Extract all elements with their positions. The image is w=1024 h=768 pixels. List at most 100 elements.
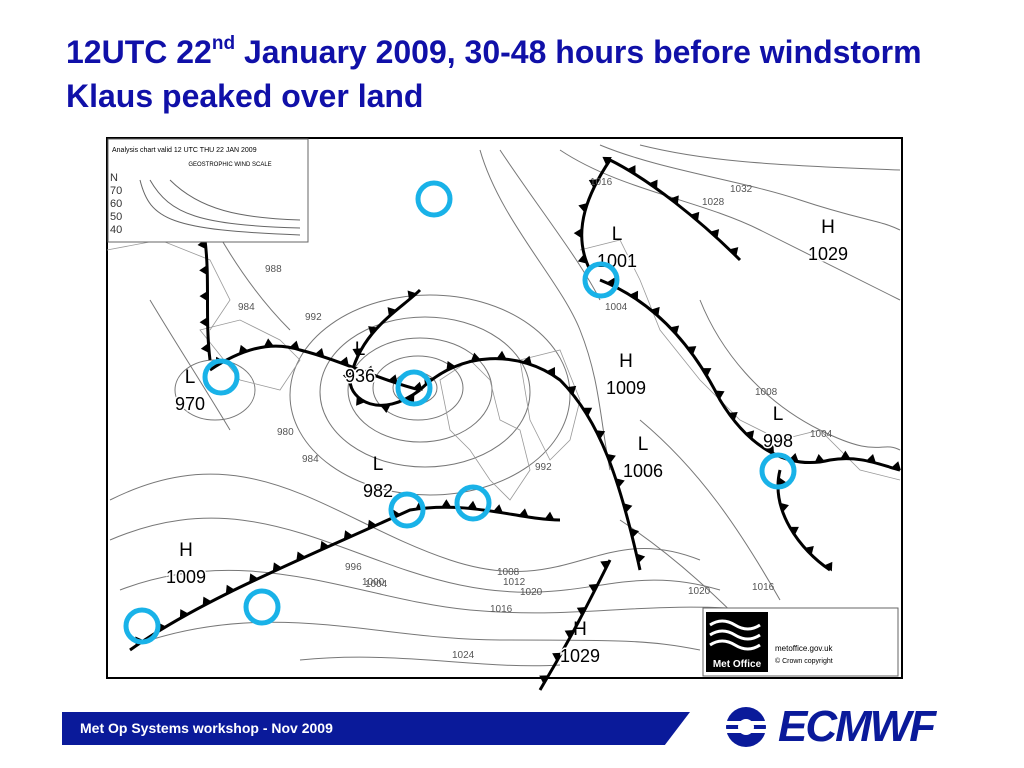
front-symbol <box>387 307 397 317</box>
highlight-circles <box>123 180 797 645</box>
ecmwf-text: ECMWF <box>778 702 936 751</box>
center-value: 1029 <box>560 646 600 666</box>
front-symbol <box>789 526 799 536</box>
front-symbol <box>314 347 325 358</box>
isobar-label: 996 <box>345 562 362 573</box>
isobar-label: 1028 <box>702 197 725 208</box>
isobar-label: 1004 <box>810 429 833 440</box>
footer-bar: Met Op Systems workshop - Nov 2009 <box>62 712 690 745</box>
front-symbol <box>823 561 833 572</box>
center-letter: L <box>373 454 384 475</box>
front-symbol <box>606 277 616 287</box>
front-symbol <box>814 453 825 463</box>
front-symbol <box>356 396 365 406</box>
center-letter: H <box>821 217 835 238</box>
center-value: 1006 <box>623 461 663 481</box>
scale-axis-label: 50 <box>110 211 122 223</box>
fronts <box>129 156 901 691</box>
isobar-label: 984 <box>302 454 319 465</box>
front-symbol <box>200 343 210 354</box>
front-symbol <box>368 326 378 336</box>
front-symbol <box>225 584 235 595</box>
front-symbol <box>623 503 633 513</box>
front-symbol <box>701 368 712 377</box>
isobar-label: 1008 <box>497 567 520 578</box>
title-text: 12UTC 22 <box>66 34 212 70</box>
front-symbol <box>552 652 562 662</box>
front-symbol <box>765 444 774 455</box>
front-symbol <box>648 179 658 190</box>
center-value: 936 <box>345 366 375 386</box>
front-symbol <box>263 338 274 347</box>
front-symbol <box>602 156 612 166</box>
front-symbol <box>272 562 282 572</box>
coastlines <box>106 239 901 501</box>
scale-curves <box>139 179 301 236</box>
front-symbol <box>413 381 423 391</box>
isobar-label: 992 <box>535 462 552 473</box>
front-symbol <box>715 390 725 400</box>
metoffice-site: metoffice.gov.uk <box>775 644 834 653</box>
metoffice-brand: Met Office <box>713 659 762 670</box>
front-symbol <box>238 344 249 355</box>
isobar-label: 980 <box>277 427 294 438</box>
center-letter: L <box>612 224 623 245</box>
front-symbol <box>779 502 789 513</box>
front-symbol <box>179 609 189 619</box>
front-symbol <box>866 454 876 463</box>
front-symbol <box>363 365 374 375</box>
front-symbol <box>493 504 503 513</box>
front-symbol <box>467 500 478 510</box>
center-letter: H <box>619 351 633 372</box>
front-symbol <box>606 453 616 464</box>
front-symbol <box>578 202 588 213</box>
front-symbol <box>690 211 700 222</box>
center-letter: L <box>355 339 366 360</box>
front-symbol <box>600 560 610 570</box>
front-symbol <box>202 596 212 607</box>
front-symbol <box>367 519 377 530</box>
front-symbol <box>518 508 529 518</box>
front-symbol <box>573 228 582 239</box>
center-value: 1001 <box>597 251 637 271</box>
center-value: 1029 <box>808 244 848 264</box>
front-symbol <box>249 573 259 583</box>
front-symbol <box>627 165 636 175</box>
front-symbol <box>588 583 599 593</box>
isobar-label: 1016 <box>490 604 513 615</box>
scale-axis-label: 70 <box>110 185 122 197</box>
front-symbol <box>669 325 680 335</box>
center-letter: L <box>638 434 649 455</box>
scale-axis-label: 40 <box>110 224 122 236</box>
front-symbol <box>582 407 593 417</box>
front-symbol <box>320 540 330 551</box>
isobar-label: 1016 <box>752 582 775 593</box>
front-symbol <box>539 675 549 684</box>
front-symbol <box>546 366 556 377</box>
front-symbol <box>289 340 300 350</box>
scale-title: GEOSTROPHIC WIND SCALE <box>188 162 271 168</box>
isobar-label: 1016 <box>590 177 613 188</box>
center-value: 982 <box>363 481 393 501</box>
front-symbol <box>544 511 555 520</box>
isobar-label: 992 <box>305 312 322 323</box>
front-symbol <box>342 372 352 382</box>
center-letter: L <box>185 367 196 388</box>
front-symbol <box>446 361 456 371</box>
front-symbol <box>577 254 587 264</box>
front-symbol <box>686 346 697 355</box>
weather-map: L 936 L 970 L 982 H 1009 L 1001 H 1029 H 1009 L 1006 L 99… <box>106 137 903 691</box>
front-symbol <box>343 530 353 540</box>
front-symbol <box>496 350 507 360</box>
isobar-label: 1024 <box>452 650 475 661</box>
center-letter: L <box>773 404 784 425</box>
front-symbol <box>339 356 349 366</box>
metoffice-copyright: © Crown copyright <box>775 657 833 665</box>
front-symbol <box>728 412 738 421</box>
front-symbol <box>380 404 391 414</box>
front-symbol <box>470 352 481 362</box>
isobar-label: 1012 <box>503 577 526 588</box>
front-symbol <box>588 179 599 189</box>
front-symbol <box>522 355 532 365</box>
